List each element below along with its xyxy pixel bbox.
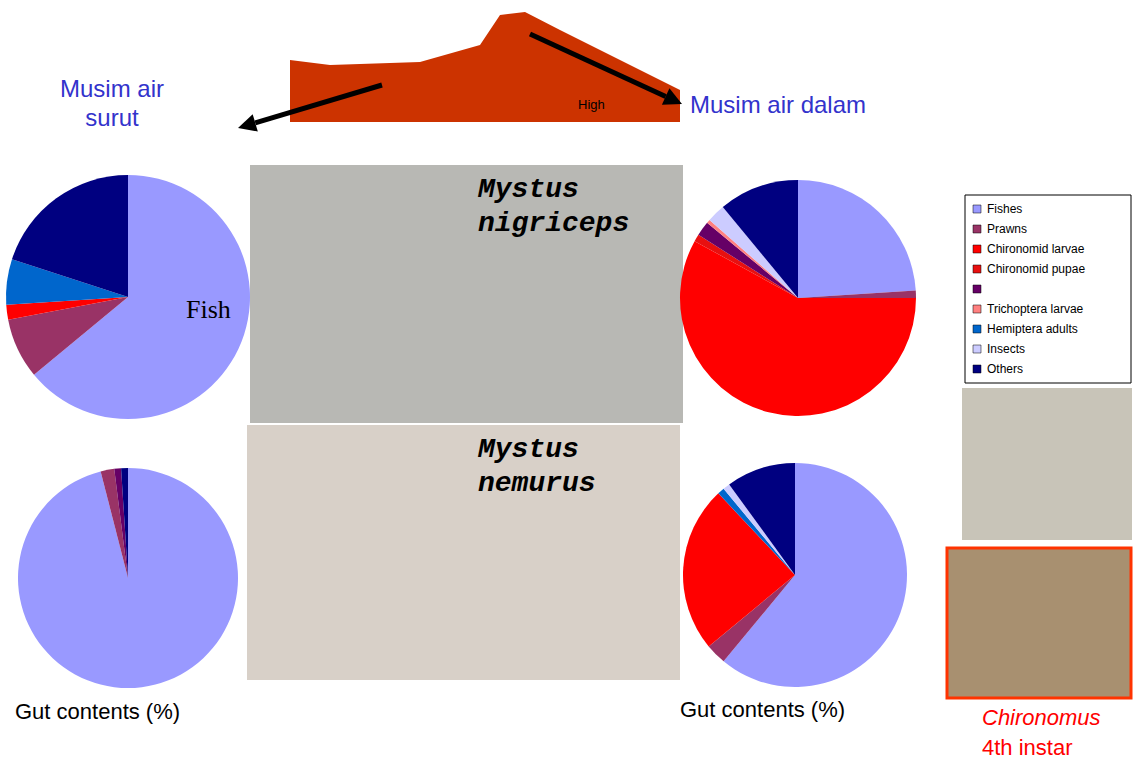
svg-text:Gut contents (%): Gut contents (%): [15, 699, 180, 724]
svg-text:Trichoptera larvae: Trichoptera larvae: [987, 302, 1084, 316]
svg-text:Chironomid larvae: Chironomid larvae: [987, 242, 1085, 256]
svg-text:4th instar: 4th instar: [982, 735, 1073, 760]
svg-text:Mystus: Mystus: [477, 174, 579, 205]
svg-text:Prawns: Prawns: [987, 222, 1027, 236]
svg-text:Mystus: Mystus: [477, 434, 579, 465]
svg-text:Chironomid pupae: Chironomid pupae: [987, 262, 1085, 276]
svg-text:nemurus: nemurus: [478, 468, 596, 499]
svg-text:Others: Others: [987, 362, 1023, 376]
svg-text:High: High: [578, 97, 605, 112]
svg-text:Insects: Insects: [987, 342, 1025, 356]
svg-text:surut: surut: [85, 104, 139, 131]
svg-text:nigriceps: nigriceps: [478, 208, 629, 239]
svg-text:Hemiptera adults: Hemiptera adults: [987, 322, 1078, 336]
svg-text:Fishes: Fishes: [987, 202, 1022, 216]
svg-text:Gut contents (%): Gut contents (%): [680, 697, 845, 722]
svg-text:Chironomus: Chironomus: [982, 705, 1101, 730]
svg-text:Musim air dalam: Musim air dalam: [690, 91, 866, 118]
svg-text:Fish: Fish: [186, 295, 231, 324]
svg-text:Musim air: Musim air: [60, 75, 164, 102]
